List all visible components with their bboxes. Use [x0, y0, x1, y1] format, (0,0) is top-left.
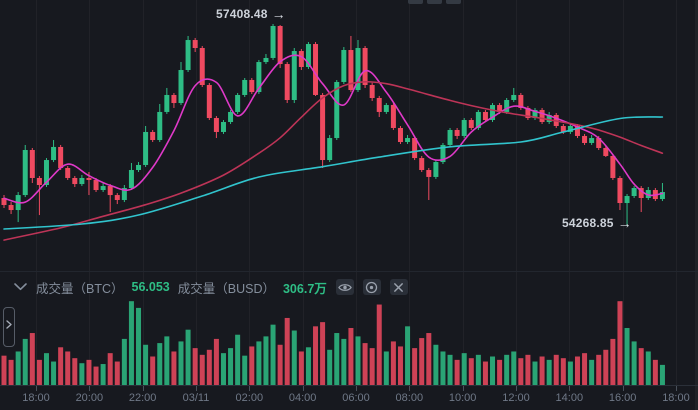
toggle-visibility-button[interactable]	[335, 279, 354, 295]
axis-tick	[515, 386, 517, 391]
volume-indicator-header: 成交量（BTC） 56.053 成交量（BUSD） 306.7万	[12, 276, 690, 298]
vertical-gridline	[195, 0, 197, 385]
time-label: 16:00	[608, 392, 637, 404]
axis-tick	[89, 386, 91, 391]
vertical-gridline	[302, 0, 304, 385]
axis-tick	[142, 386, 144, 391]
pane-divider	[0, 271, 698, 272]
chevron-right-icon	[6, 320, 12, 329]
vertical-gridline	[462, 0, 464, 385]
volume-btc-label: 成交量（BTC）	[36, 281, 124, 296]
high-price-label: 57408.48 →	[216, 7, 286, 21]
close-icon	[394, 282, 404, 292]
time-label: 22:00	[128, 392, 157, 404]
vertical-gridline	[409, 0, 411, 385]
axis-tick	[675, 386, 677, 391]
axis-tick	[249, 386, 251, 391]
vertical-gridline	[89, 0, 91, 385]
axis-tick	[302, 386, 304, 391]
time-label: 20:00	[75, 392, 104, 404]
axis-tick	[569, 386, 571, 391]
axis-tick	[195, 386, 197, 391]
time-label: 02:00	[235, 392, 264, 404]
arrow-right-icon: →	[617, 215, 632, 231]
time-label: 08:00	[395, 392, 424, 404]
time-axis[interactable]: 18:00 20:00 22:00 03/11 02:00 04:00 06:00 08:00…	[0, 385, 698, 410]
vertical-gridline	[249, 0, 251, 385]
expand-panel-button[interactable]	[3, 307, 15, 347]
cropped-button[interactable]	[408, 0, 423, 4]
time-label: 12:00	[502, 392, 530, 404]
collapse-volume-button[interactable]	[12, 279, 28, 295]
ma-mid-line	[3, 80, 664, 241]
cropped-button[interactable]	[446, 0, 461, 4]
top-cropped-buttons	[408, 0, 461, 4]
arrow-right-icon: →	[271, 6, 286, 22]
low-price-value: 54268.85	[562, 216, 614, 230]
eye-icon	[338, 283, 352, 291]
volume-btc-value: 56.053	[131, 280, 170, 294]
vertical-gridline	[355, 0, 357, 385]
vertical-gridline	[675, 0, 677, 385]
indicator-settings-button[interactable]	[362, 279, 381, 295]
circle-target-icon	[366, 281, 378, 293]
volume-busd-value: 306.7万	[282, 281, 327, 296]
axis-tick	[462, 386, 464, 391]
low-price-label: 54268.85 →	[562, 216, 632, 230]
time-label: 10:00	[448, 392, 477, 404]
right-edge-strip	[695, 0, 698, 410]
volume-pane[interactable]	[0, 297, 698, 385]
axis-tick	[36, 386, 37, 391]
remove-indicator-button[interactable]	[389, 279, 408, 295]
price-pane[interactable]	[0, 0, 698, 272]
axis-tick	[409, 386, 411, 391]
time-label: 04:00	[288, 392, 317, 404]
vertical-gridline	[622, 0, 624, 385]
time-label: 18:00	[22, 392, 50, 404]
vertical-gridline	[569, 0, 571, 385]
ma-slow-line	[3, 116, 664, 230]
cropped-button[interactable]	[427, 0, 442, 4]
chevron-down-icon	[13, 283, 27, 291]
vertical-gridline	[142, 0, 144, 385]
time-label: 14:00	[555, 392, 584, 404]
volume-busd-label: 成交量（BUSD）	[177, 281, 275, 296]
vertical-gridline	[515, 0, 517, 385]
high-price-value: 57408.48	[216, 7, 268, 21]
time-label: 18:00	[662, 392, 690, 404]
axis-tick	[622, 386, 624, 391]
time-label: 06:00	[342, 392, 370, 404]
time-label: 03/11	[182, 392, 210, 404]
axis-tick	[355, 386, 357, 391]
